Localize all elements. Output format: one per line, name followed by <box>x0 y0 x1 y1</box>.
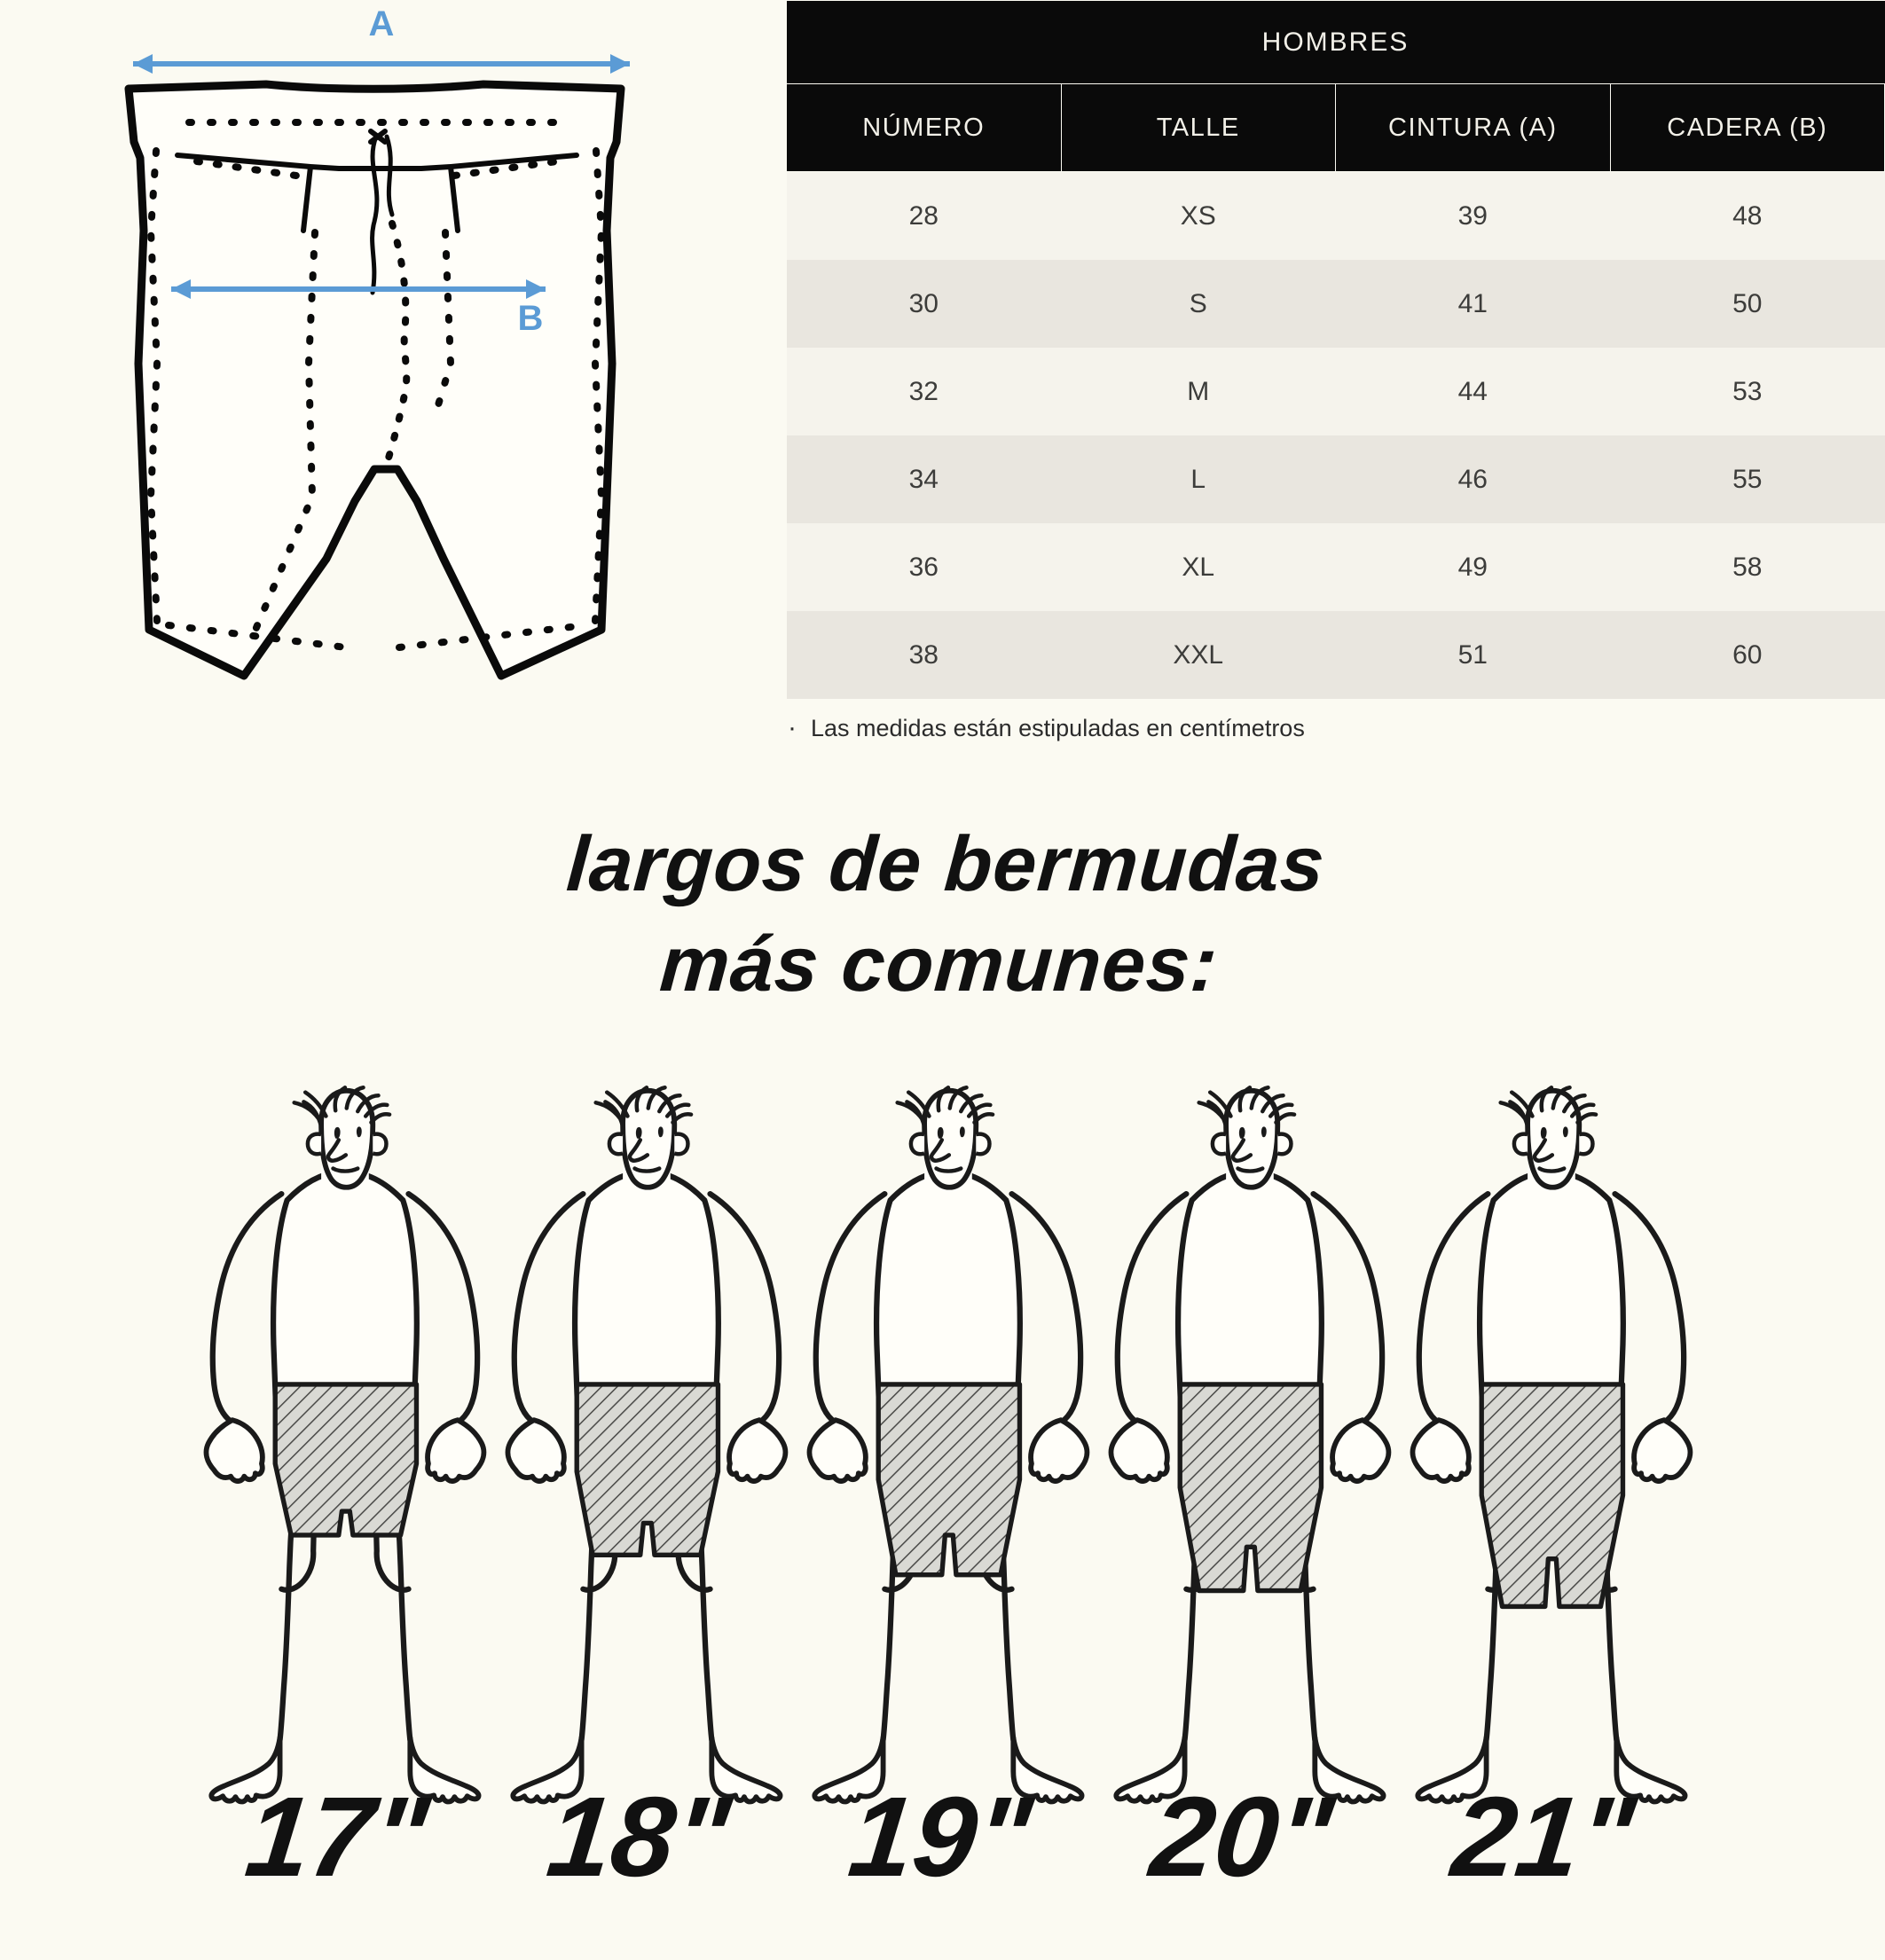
svg-text:B: B <box>518 299 544 338</box>
svg-text:A: A <box>369 9 395 43</box>
